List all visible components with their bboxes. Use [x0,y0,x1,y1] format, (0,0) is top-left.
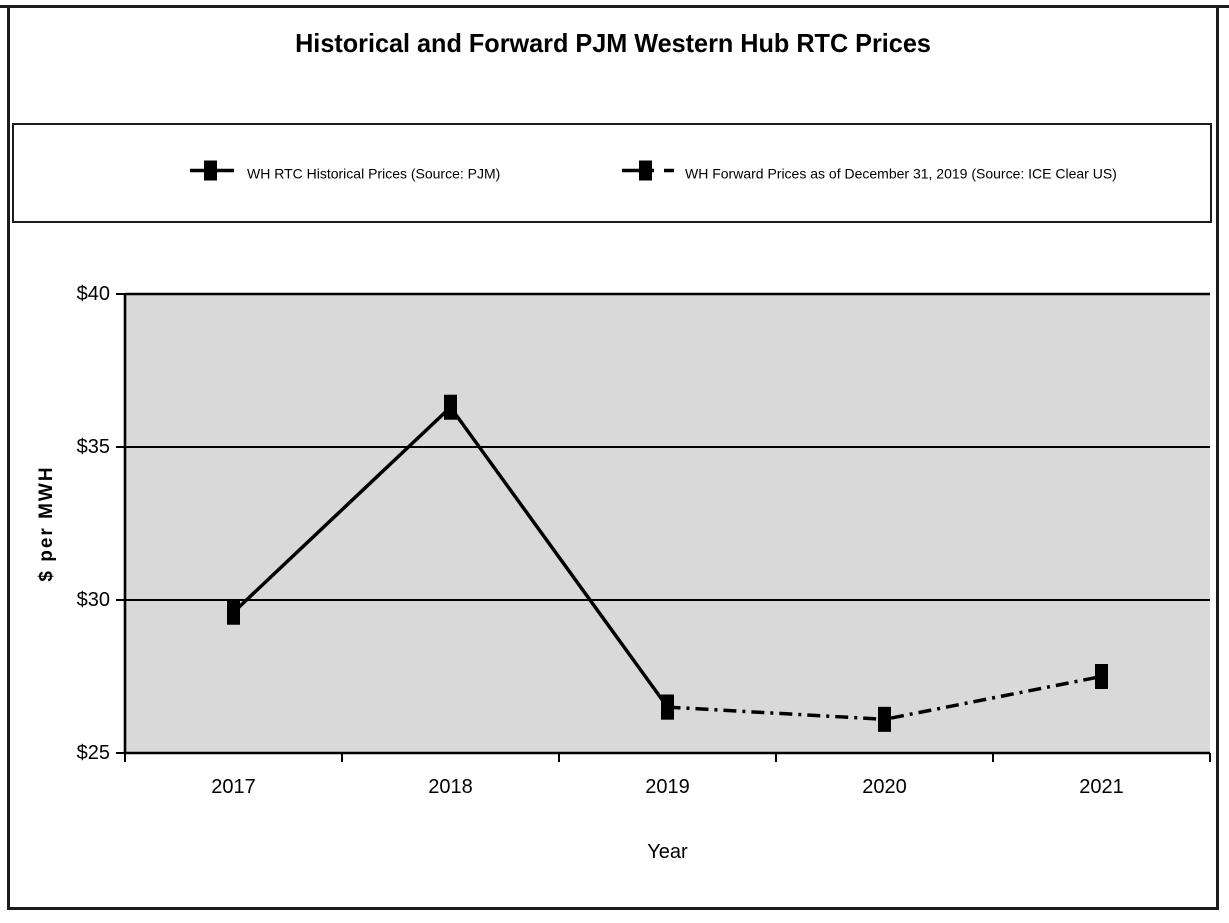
data-point-marker [444,394,457,420]
legend-item-forward: WH Forward Prices as of December 31, 201… [622,159,1117,188]
y-tick-label: $35 [77,436,110,458]
legend-item-historical: WH RTC Historical Prices (Source: PJM) [190,159,500,188]
y-tick-label: $25 [77,742,110,764]
data-point-marker [227,599,240,625]
chart-frame: Historical and Forward PJM Western Hub R… [7,5,1219,910]
legend-label-forward: WH Forward Prices as of December 31, 201… [685,165,1117,181]
x-tick-label: 2017 [211,776,256,798]
y-tick-label: $30 [77,589,110,611]
price-line-chart: $25 $30 $35 $40 2017 2018 2019 2020 2021 Year $ pe… [36,283,1211,863]
x-tick-label: 2018 [428,776,473,798]
legend-sample-solid-line-icon [190,159,240,188]
legend-box: WH RTC Historical Prices (Source: PJM) W… [12,123,1212,223]
chart-title: Historical and Forward PJM Western Hub R… [295,28,931,58]
y-axis-title: $ per MWH [36,465,57,581]
x-tick-label: 2019 [645,776,690,798]
legend-marker-square [204,160,217,181]
x-tick-label: 2021 [1079,776,1124,798]
legend-marker-square [639,160,652,181]
data-point-marker [878,706,891,732]
legend-sample-dashdot-line-icon [622,159,678,188]
x-tick-label: 2020 [862,776,907,798]
y-tick-label: $40 [77,283,110,305]
legend-label-historical: WH RTC Historical Prices (Source: PJM) [247,165,501,181]
data-point-marker [661,694,674,720]
plot-area-background [125,294,1210,753]
x-axis-title: Year [647,841,688,863]
data-point-marker [1095,664,1108,689]
